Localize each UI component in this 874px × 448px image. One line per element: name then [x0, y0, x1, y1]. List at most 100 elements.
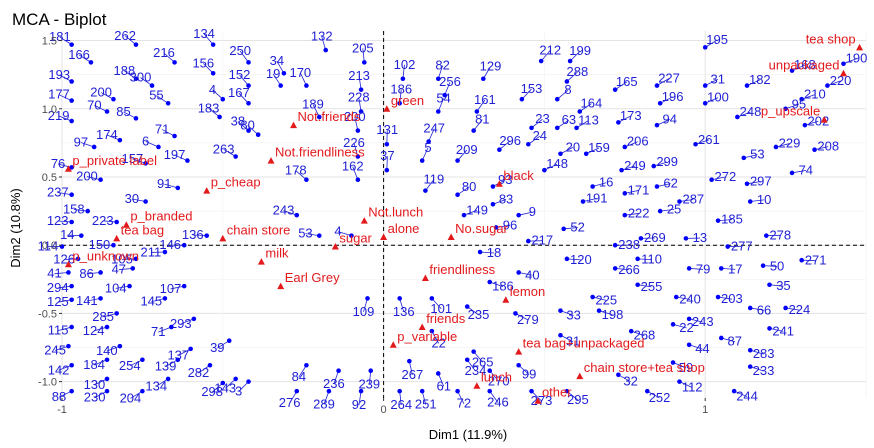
individual-label: 72 [457, 396, 471, 411]
label-leader [827, 80, 841, 86]
label-leader [592, 296, 607, 301]
label-leader [198, 364, 211, 374]
individual-point [69, 79, 74, 84]
individual-label: 282 [188, 365, 210, 380]
individual-label: 81 [475, 112, 489, 127]
individual-point [558, 308, 563, 313]
individual-point [429, 328, 435, 334]
label-leader [73, 209, 88, 212]
y-tick-label: -1.0 [38, 377, 57, 389]
label-leader [637, 284, 652, 288]
individual-point [181, 283, 187, 289]
variable-label: unpackaged [769, 57, 840, 72]
individual-label: 156 [192, 55, 214, 70]
individual-point [69, 118, 74, 124]
individual-label: 158 [63, 201, 85, 216]
label-leader [58, 326, 72, 331]
individual-point [365, 296, 370, 301]
variable-point [257, 258, 265, 265]
individual-point [616, 372, 621, 378]
label-leader [737, 111, 751, 118]
individual-point [255, 132, 261, 137]
individual-point [185, 158, 190, 163]
individual-point [336, 368, 341, 374]
individual-point [104, 357, 110, 363]
individual-point [246, 128, 251, 133]
individual-label: 264 [390, 397, 412, 412]
variable-point [418, 323, 426, 331]
individual-label: 195 [706, 32, 728, 47]
individual-point [104, 376, 110, 382]
label-leader [399, 89, 402, 104]
individual-point [85, 208, 91, 214]
individual-point [747, 305, 753, 311]
label-leader [145, 141, 159, 148]
individual-label: 119 [424, 172, 445, 187]
individual-label: 246 [487, 395, 509, 410]
individual-point [773, 144, 779, 150]
individual-point [526, 141, 531, 147]
label-leader [203, 63, 214, 74]
individual-point [612, 242, 618, 248]
individual-label: 266 [618, 262, 640, 277]
individual-point [747, 364, 753, 369]
individual-label: 139 [155, 359, 177, 374]
label-leader [174, 154, 188, 161]
label-leader [544, 163, 558, 171]
individual-label: 35 [776, 278, 790, 293]
label-leader [531, 118, 543, 129]
individual-label: 294 [47, 280, 69, 295]
label-leader [489, 281, 504, 288]
label-leader [518, 211, 533, 216]
individual-point [362, 60, 367, 65]
variable-points: tea shop unpackaged p_upscale green Not.frie… [64, 31, 864, 404]
individual-point [91, 144, 97, 150]
individual-label: 44 [695, 341, 709, 356]
individual-label: 205 [352, 40, 374, 55]
label-leader [624, 213, 639, 216]
label-leader [528, 135, 541, 145]
label-leader [518, 272, 533, 276]
label-leader [54, 345, 69, 351]
individual-point [149, 83, 155, 88]
label-leader [769, 328, 784, 332]
individual-label: 181 [49, 29, 71, 44]
individual-label: 295 [567, 392, 589, 407]
individual-point [487, 368, 493, 374]
label-leader [656, 183, 671, 187]
individual-label: 273 [531, 393, 553, 408]
individual-point [435, 76, 441, 82]
individual-point [143, 161, 148, 166]
individual-point [461, 212, 467, 218]
individual-point [133, 42, 139, 47]
individual-label: 3 [235, 384, 242, 399]
label-leader [566, 390, 579, 401]
variable-point [495, 180, 503, 187]
individual-point [616, 120, 621, 125]
individual-point [677, 199, 682, 204]
label-leader [463, 209, 478, 216]
individual-label: 171 [628, 182, 650, 197]
individual-label: 80 [462, 179, 476, 194]
label-leader [289, 390, 298, 404]
individual-point [654, 83, 660, 88]
individual-point [423, 188, 428, 193]
label-leader [54, 272, 69, 275]
individual-label: 130 [84, 377, 106, 392]
label-leader [431, 330, 440, 344]
individual-point [577, 109, 583, 114]
individual-point [294, 212, 300, 218]
individual-label: 141 [76, 293, 98, 308]
individual-point [75, 256, 81, 262]
individual-point [133, 76, 139, 82]
individual-label: 112 [682, 379, 703, 394]
individual-label: 270 [488, 373, 510, 388]
label-leader [518, 364, 530, 375]
individual-point [355, 128, 361, 133]
individual-label: 177 [48, 87, 70, 102]
label-leader [615, 267, 630, 271]
individual-point [133, 256, 139, 262]
individual-label: 229 [779, 136, 801, 151]
individual-label: 30 [125, 191, 139, 206]
label-leader [368, 370, 372, 385]
